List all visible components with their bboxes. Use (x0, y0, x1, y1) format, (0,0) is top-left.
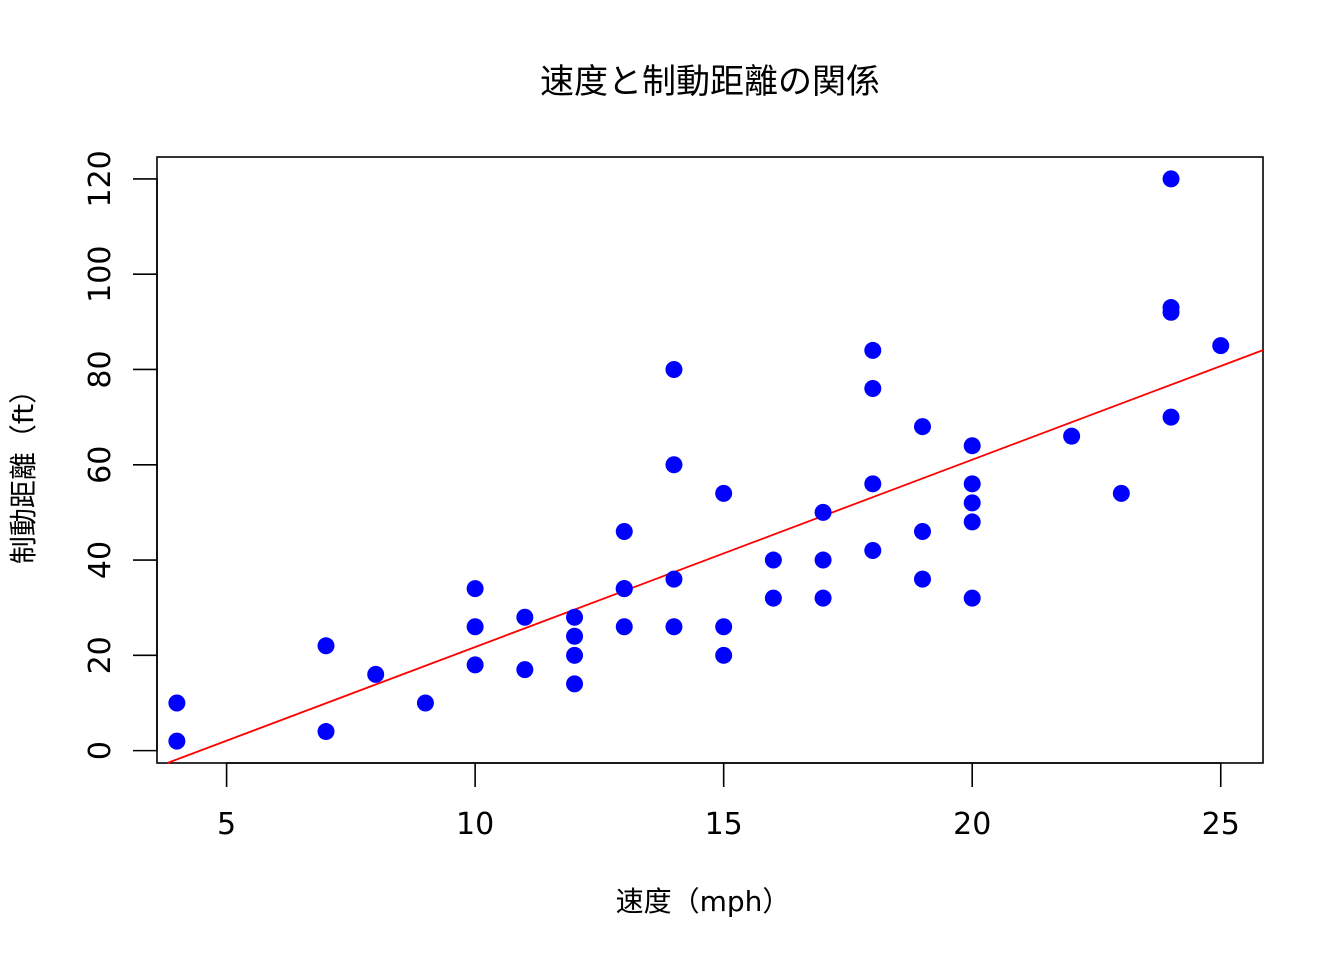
y-tick-label: 120 (83, 150, 118, 207)
data-point (1162, 408, 1180, 426)
data-point (665, 360, 683, 378)
data-point (1063, 427, 1081, 445)
x-tick-label: 10 (456, 807, 494, 842)
x-axis-label: 速度（mph） (616, 885, 791, 918)
data-point (914, 418, 932, 436)
data-point (168, 732, 186, 750)
y-axis: 0 20 40 60 80 100 120 (83, 150, 158, 760)
y-tick-label: 40 (83, 541, 118, 579)
x-tick-label: 15 (705, 807, 743, 842)
plot-frame (156, 156, 1264, 764)
data-point (466, 656, 484, 674)
y-tick-label: 0 (83, 741, 118, 760)
data-point (864, 542, 882, 560)
y-tick-label: 60 (83, 446, 118, 484)
data-point (914, 522, 932, 540)
x-tick-label: 5 (217, 807, 236, 842)
data-point (1162, 299, 1180, 317)
data-point (317, 637, 335, 655)
data-point (665, 456, 683, 474)
data-point (466, 618, 484, 636)
data-point (665, 570, 683, 588)
x-tick-label: 25 (1202, 807, 1240, 842)
data-point (1112, 484, 1130, 502)
data-point (566, 627, 584, 645)
data-point (1212, 337, 1230, 355)
x-tick-label: 20 (953, 807, 991, 842)
x-axis: 5 10 15 20 25 (217, 762, 1240, 842)
data-point (814, 589, 832, 607)
data-points (168, 170, 1230, 750)
data-point (715, 646, 733, 664)
regression-line (167, 349, 1264, 764)
y-axis-label: 制動距離（ft） (7, 376, 40, 564)
data-point (963, 475, 981, 493)
data-point (715, 484, 733, 502)
data-point (615, 618, 633, 636)
data-point (864, 380, 882, 398)
data-point (1162, 170, 1180, 188)
data-point (864, 475, 882, 493)
data-point (963, 589, 981, 607)
data-point (566, 675, 584, 693)
data-point (615, 580, 633, 598)
data-point (168, 694, 186, 712)
data-point (914, 570, 932, 588)
data-point (566, 608, 584, 626)
y-tick-label: 20 (83, 636, 118, 674)
data-point (814, 551, 832, 569)
data-point (466, 580, 484, 598)
data-point (367, 665, 385, 683)
data-point (963, 437, 981, 455)
data-point (516, 661, 534, 679)
data-point (516, 608, 534, 626)
chart-title: 速度と制動距離の関係 (540, 62, 880, 102)
data-point (764, 589, 782, 607)
data-point (566, 646, 584, 664)
data-point (665, 618, 683, 636)
data-point (864, 341, 882, 359)
data-point (764, 551, 782, 569)
data-point (715, 618, 733, 636)
data-point (963, 494, 981, 512)
plot-area (156, 156, 1264, 764)
data-point (615, 522, 633, 540)
data-point (416, 694, 434, 712)
data-point (814, 503, 832, 521)
y-tick-label: 80 (83, 350, 118, 388)
data-point (963, 513, 981, 531)
y-tick-label: 100 (83, 246, 118, 303)
data-point (317, 723, 335, 741)
